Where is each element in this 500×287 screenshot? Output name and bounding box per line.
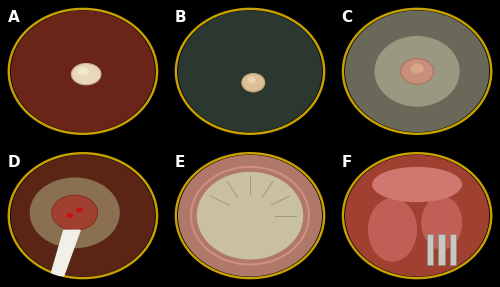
Text: F: F: [342, 155, 352, 170]
PathPatch shape: [168, 145, 332, 286]
Ellipse shape: [76, 208, 83, 212]
Ellipse shape: [410, 63, 424, 73]
Ellipse shape: [421, 196, 462, 250]
Ellipse shape: [66, 213, 73, 218]
PathPatch shape: [1, 1, 165, 142]
Ellipse shape: [372, 167, 462, 202]
Text: D: D: [8, 155, 20, 170]
Ellipse shape: [178, 11, 322, 132]
Text: B: B: [174, 11, 186, 26]
Ellipse shape: [400, 59, 434, 84]
Ellipse shape: [11, 11, 155, 132]
Ellipse shape: [178, 155, 322, 276]
PathPatch shape: [1, 145, 165, 286]
Ellipse shape: [368, 198, 417, 262]
PathPatch shape: [335, 1, 499, 142]
PathPatch shape: [168, 1, 332, 142]
Bar: [438, 234, 445, 265]
Bar: [450, 234, 456, 265]
PathPatch shape: [335, 145, 499, 286]
Bar: [427, 234, 434, 265]
Ellipse shape: [11, 155, 155, 276]
Ellipse shape: [77, 67, 88, 75]
Text: E: E: [174, 155, 185, 170]
Ellipse shape: [30, 177, 120, 248]
Ellipse shape: [242, 73, 264, 92]
Ellipse shape: [248, 76, 256, 83]
Ellipse shape: [374, 36, 460, 107]
Ellipse shape: [345, 11, 489, 132]
Ellipse shape: [52, 195, 98, 230]
Text: C: C: [342, 11, 353, 26]
Ellipse shape: [72, 63, 101, 85]
Ellipse shape: [197, 172, 303, 259]
Text: A: A: [8, 11, 20, 26]
Ellipse shape: [345, 155, 489, 276]
